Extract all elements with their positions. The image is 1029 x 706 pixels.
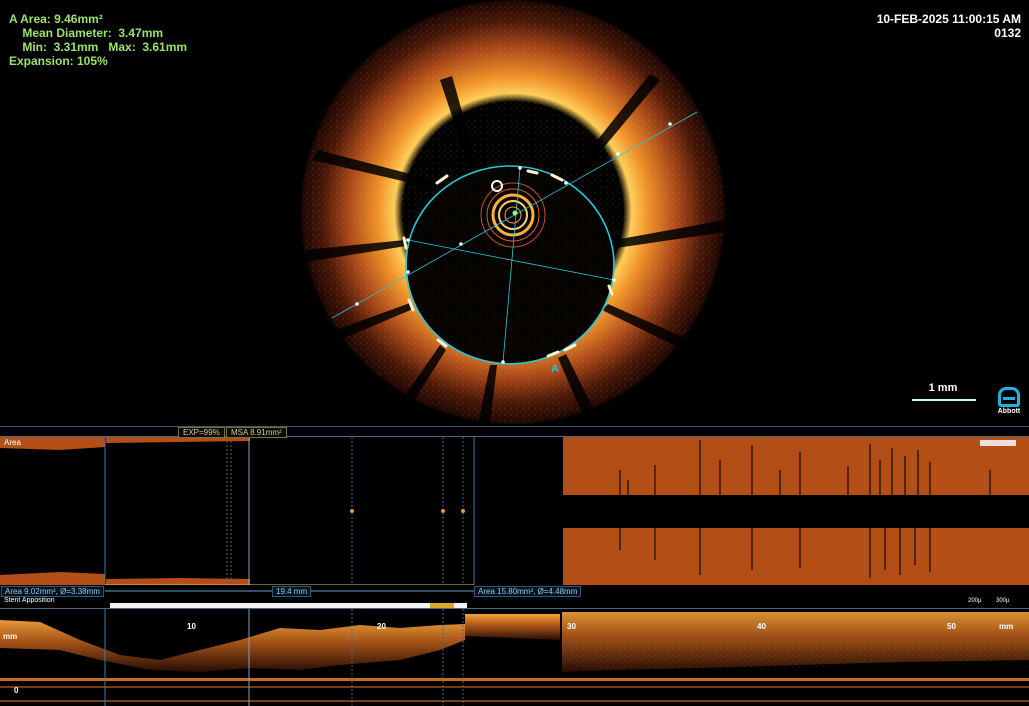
tick-50: 50 <box>947 622 956 631</box>
frame-number: 0132 <box>994 26 1021 40</box>
longitudinal-view[interactable] <box>0 609 1029 706</box>
apposition-label: Stent Apposition <box>4 597 55 604</box>
expansion-readout: Expansion: 105% <box>9 54 108 68</box>
scale-bar: 1 mm <box>912 382 976 401</box>
apposition-legend-200: 200µ <box>968 598 982 604</box>
strut-shadows <box>305 74 725 424</box>
measurement-readout: A Area: 9.46mm² Mean Diameter: 3.47mm Mi… <box>9 12 187 68</box>
abbott-logo-text: Abbott <box>997 408 1021 415</box>
area-legend: — 99% <box>986 441 1006 447</box>
scale-bar-label: 1 mm <box>928 382 958 394</box>
tick-20: 20 <box>377 622 386 631</box>
long-unit-left: mm <box>3 632 18 641</box>
area-panel-label: Area <box>4 438 21 447</box>
area-dropouts <box>619 440 991 578</box>
segment-length: 19.4 mm <box>272 586 312 597</box>
proximal-reference[interactable]: Area 15.80mm², Ø=4.48mm <box>474 586 582 597</box>
apposition-legend-300: 300µ <box>996 598 1010 604</box>
msa-label: MSA 8.91mm² <box>226 427 287 438</box>
imaging-catheter <box>480 182 546 248</box>
abbott-logo: Abbott <box>994 387 1024 415</box>
mean-diameter-readout: Mean Diameter: 3.47mm <box>9 26 164 40</box>
tick-10: 10 <box>187 622 196 631</box>
apposition-bar <box>110 603 467 608</box>
tick-zero: 0 <box>14 686 19 695</box>
distal-reference[interactable]: Area 9.02mm², Ø=3.38mm <box>1 586 104 597</box>
abbott-logo-icon <box>998 387 1020 407</box>
area-plot[interactable] <box>0 437 1029 586</box>
min-max-readout: Min: 3.31mm Max: 3.61mm <box>9 40 188 54</box>
tick-40: 40 <box>757 622 766 631</box>
cross-section-image[interactable] <box>301 0 725 424</box>
area-readout: A Area: 9.46mm² <box>9 12 103 26</box>
lumen-contour <box>405 165 615 365</box>
diameter-endpoints <box>355 122 672 364</box>
exp-label: EXP=99% <box>178 427 225 438</box>
frame-marker-label: A <box>551 363 559 375</box>
header-stamp: 10-FEB-2025 11:00:15 AM 0132 <box>877 12 1021 40</box>
datetime: 10-FEB-2025 11:00:15 AM <box>876 12 1021 26</box>
long-unit-right: mm <box>999 622 1014 631</box>
scale-bar-line <box>912 399 976 401</box>
tick-30: 30 <box>567 622 576 631</box>
stent-struts <box>402 169 614 358</box>
